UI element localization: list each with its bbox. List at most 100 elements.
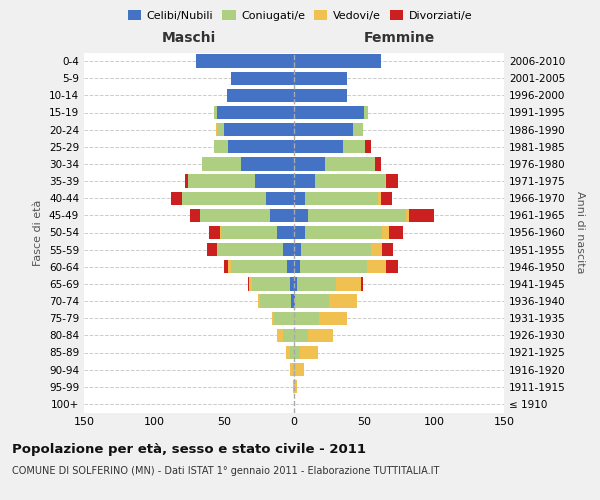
- Bar: [294, 312, 319, 325]
- Bar: [294, 294, 295, 308]
- Bar: [381, 192, 392, 205]
- Bar: [207, 243, 217, 256]
- Bar: [294, 328, 308, 342]
- Bar: [375, 157, 381, 170]
- Bar: [382, 243, 394, 256]
- Text: Maschi: Maschi: [162, 32, 216, 46]
- Bar: [294, 174, 315, 188]
- Bar: [293, 380, 294, 394]
- Bar: [385, 174, 386, 188]
- Bar: [295, 294, 329, 308]
- Bar: [290, 363, 293, 376]
- Bar: [171, 192, 182, 205]
- Bar: [228, 260, 231, 274]
- Bar: [294, 208, 308, 222]
- Bar: [294, 192, 305, 205]
- Bar: [196, 54, 294, 68]
- Bar: [224, 260, 228, 274]
- Bar: [365, 140, 371, 153]
- Bar: [294, 226, 305, 239]
- Bar: [367, 260, 386, 274]
- Bar: [294, 346, 299, 359]
- Bar: [294, 380, 297, 394]
- Bar: [336, 277, 361, 290]
- Bar: [217, 123, 224, 136]
- Bar: [231, 72, 294, 85]
- Text: Popolazione per età, sesso e stato civile - 2011: Popolazione per età, sesso e stato civil…: [12, 442, 366, 456]
- Bar: [188, 174, 255, 188]
- Bar: [299, 346, 318, 359]
- Bar: [215, 123, 217, 136]
- Bar: [290, 277, 294, 290]
- Bar: [185, 174, 188, 188]
- Bar: [200, 208, 270, 222]
- Bar: [386, 174, 398, 188]
- Bar: [190, 208, 200, 222]
- Bar: [287, 260, 294, 274]
- Bar: [294, 72, 347, 85]
- Bar: [228, 140, 294, 153]
- Bar: [270, 208, 294, 222]
- Bar: [308, 208, 406, 222]
- Bar: [255, 174, 294, 188]
- Bar: [293, 363, 294, 376]
- Bar: [214, 106, 217, 119]
- Bar: [315, 174, 385, 188]
- Bar: [220, 226, 221, 239]
- Bar: [325, 157, 375, 170]
- Bar: [361, 277, 362, 290]
- Bar: [382, 226, 389, 239]
- Bar: [241, 157, 294, 170]
- Bar: [290, 346, 294, 359]
- Bar: [294, 243, 301, 256]
- Bar: [294, 54, 381, 68]
- Bar: [299, 260, 367, 274]
- Bar: [378, 192, 381, 205]
- Bar: [224, 123, 294, 136]
- Bar: [182, 192, 266, 205]
- Bar: [295, 363, 304, 376]
- Bar: [305, 192, 378, 205]
- Bar: [277, 328, 283, 342]
- Bar: [343, 140, 365, 153]
- Bar: [294, 140, 343, 153]
- Bar: [260, 294, 291, 308]
- Bar: [252, 277, 290, 290]
- Bar: [214, 140, 228, 153]
- Bar: [227, 88, 294, 102]
- Bar: [294, 260, 299, 274]
- Bar: [294, 363, 295, 376]
- Bar: [305, 226, 382, 239]
- Bar: [231, 260, 287, 274]
- Bar: [286, 346, 290, 359]
- Bar: [297, 277, 336, 290]
- Bar: [217, 106, 294, 119]
- Text: Femmine: Femmine: [364, 32, 434, 46]
- Bar: [308, 328, 333, 342]
- Y-axis label: Anni di nascita: Anni di nascita: [575, 191, 585, 274]
- Bar: [294, 277, 297, 290]
- Bar: [329, 294, 357, 308]
- Bar: [217, 243, 218, 256]
- Bar: [202, 157, 241, 170]
- Bar: [249, 277, 252, 290]
- Bar: [294, 157, 325, 170]
- Bar: [353, 123, 362, 136]
- Legend: Celibi/Nubili, Coniugati/e, Vedovi/e, Divorziati/e: Celibi/Nubili, Coniugati/e, Vedovi/e, Di…: [124, 6, 476, 25]
- Bar: [209, 226, 220, 239]
- Bar: [291, 294, 294, 308]
- Bar: [319, 312, 347, 325]
- Bar: [221, 226, 277, 239]
- Bar: [274, 312, 294, 325]
- Bar: [277, 226, 294, 239]
- Bar: [283, 243, 294, 256]
- Bar: [266, 192, 294, 205]
- Bar: [257, 294, 260, 308]
- Text: COMUNE DI SOLFERINO (MN) - Dati ISTAT 1° gennaio 2011 - Elaborazione TUTTITALIA.: COMUNE DI SOLFERINO (MN) - Dati ISTAT 1°…: [12, 466, 439, 476]
- Bar: [371, 243, 382, 256]
- Y-axis label: Fasce di età: Fasce di età: [34, 200, 43, 266]
- Bar: [386, 260, 398, 274]
- Bar: [406, 208, 409, 222]
- Bar: [301, 243, 371, 256]
- Bar: [248, 277, 249, 290]
